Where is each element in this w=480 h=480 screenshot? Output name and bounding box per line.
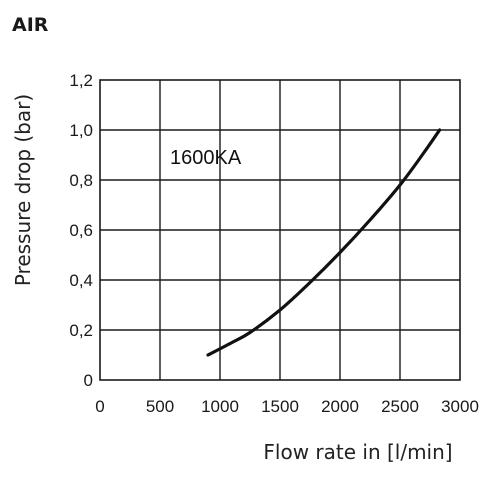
x-tick-label: 2500 <box>381 397 419 416</box>
x-tick-label: 1500 <box>261 397 299 416</box>
grid <box>100 80 460 380</box>
x-tick-label: 3000 <box>441 397 479 416</box>
series-annotation: 1600KA <box>170 147 242 169</box>
x-tick-label: 1000 <box>201 397 239 416</box>
y-tick-label: 0,4 <box>69 271 93 290</box>
y-tick-label: 0,8 <box>69 171 93 190</box>
series-line-1600ka <box>206 128 442 357</box>
y-tick-label: 0,6 <box>69 221 93 240</box>
y-tick-labels: 0 0,2 0,4 0,6 0,8 1,0 1,2 <box>69 71 93 390</box>
y-tick-label: 1,2 <box>69 71 93 90</box>
x-tick-label: 500 <box>146 397 174 416</box>
plot-frame <box>99 79 461 381</box>
y-axis-label: Pressure drop (bar) <box>11 94 35 286</box>
y-tick-label: 0 <box>84 371 93 390</box>
x-axis-label: Flow rate in [l/min] <box>263 440 452 464</box>
x-tick-label: 2000 <box>321 397 359 416</box>
x-tick-labels: 0 500 1000 1500 2000 2500 3000 <box>95 397 479 416</box>
chart-title: AIR <box>12 14 49 36</box>
y-tick-label: 0,2 <box>69 321 93 340</box>
y-tick-label: 1,0 <box>69 121 93 140</box>
x-tick-label: 0 <box>95 397 104 416</box>
